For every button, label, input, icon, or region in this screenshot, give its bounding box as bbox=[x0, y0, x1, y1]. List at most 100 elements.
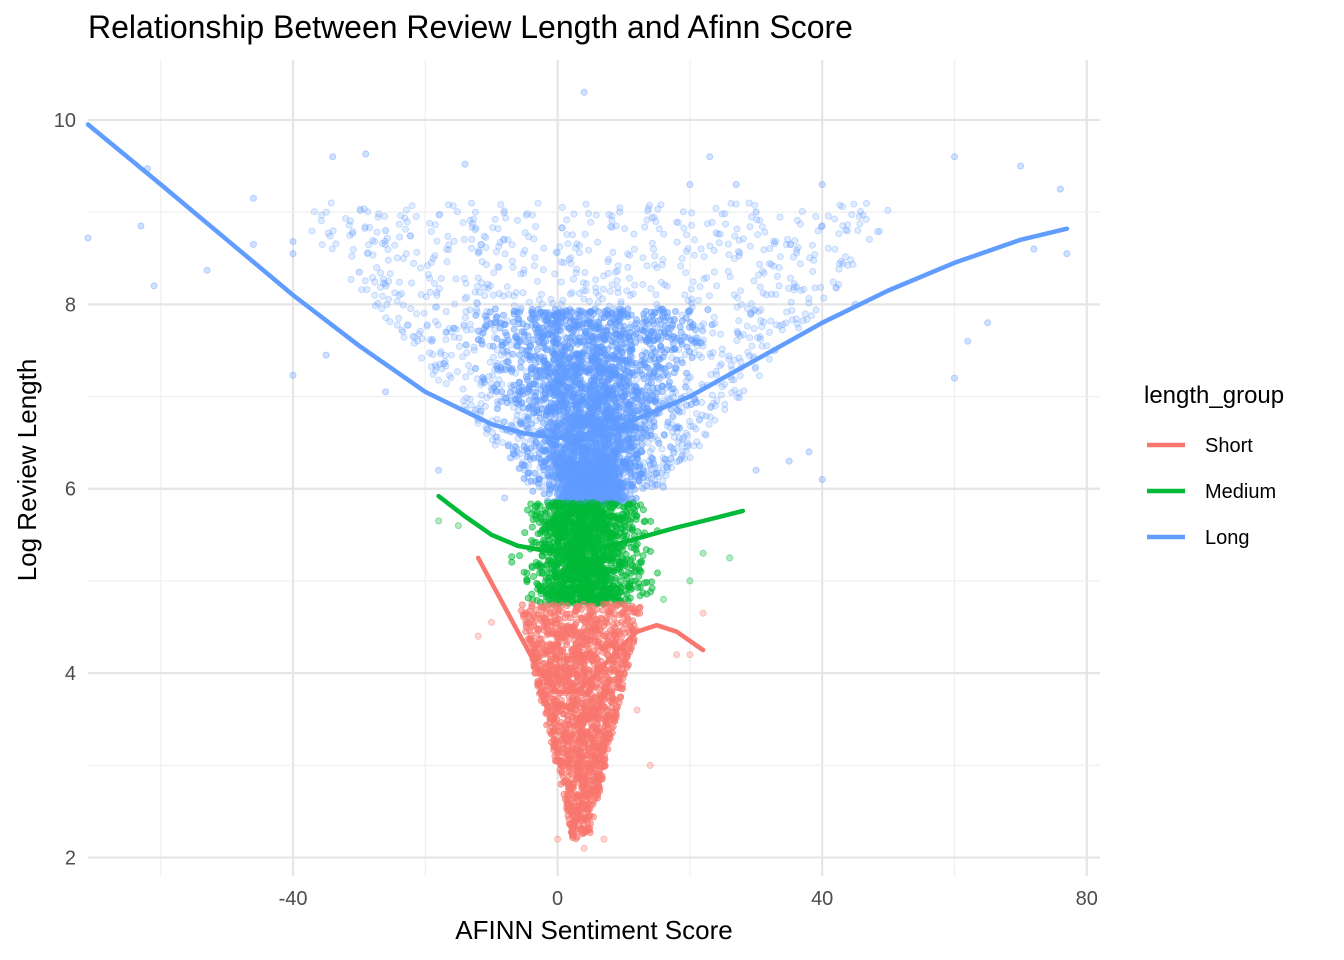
point-long bbox=[630, 230, 638, 238]
point-long bbox=[765, 355, 773, 363]
point-long bbox=[788, 306, 796, 314]
point-long bbox=[531, 254, 539, 262]
point-long bbox=[754, 334, 762, 342]
point-long bbox=[463, 349, 471, 357]
point-long bbox=[673, 238, 681, 246]
point-long bbox=[697, 339, 705, 347]
point-long bbox=[445, 324, 453, 332]
point-long bbox=[616, 204, 624, 212]
point-long bbox=[426, 288, 434, 296]
point-long bbox=[625, 274, 633, 282]
point-long bbox=[736, 249, 744, 257]
point-long bbox=[643, 477, 651, 485]
point-long bbox=[577, 337, 585, 345]
point-long bbox=[540, 401, 548, 409]
point-long bbox=[493, 313, 501, 321]
point-long bbox=[543, 412, 551, 420]
point-long bbox=[563, 454, 571, 462]
point-long bbox=[361, 277, 369, 285]
point-long bbox=[599, 451, 607, 459]
point-long bbox=[327, 199, 335, 207]
point-long bbox=[308, 227, 316, 235]
point-long bbox=[602, 415, 610, 423]
point-long bbox=[442, 308, 450, 316]
point-long bbox=[493, 415, 501, 423]
point-long bbox=[395, 314, 403, 322]
point-long bbox=[704, 306, 712, 314]
point-long bbox=[712, 229, 720, 237]
point-long bbox=[573, 401, 581, 409]
point-long bbox=[360, 205, 368, 213]
point-long bbox=[608, 492, 616, 500]
point-long bbox=[557, 470, 565, 478]
point-long bbox=[434, 376, 442, 384]
point-long bbox=[495, 263, 503, 271]
point-medium bbox=[516, 552, 524, 560]
point-long bbox=[574, 420, 582, 428]
point-long bbox=[426, 274, 434, 282]
point-long bbox=[393, 321, 401, 329]
point-medium bbox=[639, 506, 647, 514]
point-long bbox=[626, 251, 634, 259]
point-medium bbox=[508, 558, 516, 566]
point-long bbox=[663, 282, 671, 290]
point-long bbox=[636, 361, 644, 369]
point-long bbox=[614, 262, 622, 270]
point-long bbox=[519, 250, 527, 258]
point-long bbox=[568, 393, 576, 401]
point-long bbox=[612, 465, 620, 473]
point-long bbox=[384, 246, 392, 254]
point-long bbox=[517, 304, 525, 312]
point-long bbox=[721, 405, 729, 413]
point-long bbox=[658, 445, 666, 453]
point-long bbox=[612, 373, 620, 381]
point-long bbox=[582, 473, 590, 481]
point-long bbox=[534, 277, 542, 285]
point-long bbox=[718, 345, 726, 353]
point-long bbox=[413, 248, 421, 256]
point-long bbox=[612, 309, 620, 317]
point-long bbox=[605, 255, 613, 263]
point-long bbox=[508, 241, 516, 249]
point-long bbox=[761, 228, 769, 236]
point-long bbox=[614, 284, 622, 292]
point-long bbox=[647, 396, 655, 404]
point-long bbox=[557, 485, 565, 493]
point-long bbox=[581, 269, 589, 277]
point-long bbox=[693, 409, 701, 417]
point-long bbox=[652, 217, 660, 225]
point-long bbox=[547, 295, 555, 303]
point-long bbox=[549, 349, 557, 357]
point-long bbox=[494, 359, 502, 367]
point-long bbox=[490, 333, 498, 341]
point-long bbox=[532, 416, 540, 424]
point-long bbox=[660, 308, 668, 316]
point-long bbox=[759, 289, 767, 297]
point-long bbox=[594, 465, 602, 473]
point-long bbox=[444, 201, 452, 209]
point-long bbox=[317, 217, 325, 225]
point-long bbox=[562, 359, 570, 367]
point-long bbox=[660, 430, 668, 438]
point-long bbox=[624, 311, 632, 319]
point-medium bbox=[530, 573, 538, 581]
point-long bbox=[686, 454, 694, 462]
point-long bbox=[619, 353, 627, 361]
point-medium bbox=[639, 552, 647, 560]
point-long bbox=[698, 411, 706, 419]
point-long bbox=[629, 402, 637, 410]
point-long bbox=[530, 262, 538, 270]
point-long bbox=[633, 316, 641, 324]
point-long bbox=[766, 244, 774, 252]
point-long bbox=[381, 212, 389, 220]
point-long bbox=[654, 388, 662, 396]
point-long bbox=[564, 324, 572, 332]
point-long bbox=[810, 256, 818, 264]
point-long bbox=[658, 469, 666, 477]
point-long bbox=[598, 444, 606, 452]
point-long bbox=[504, 351, 512, 359]
point-long bbox=[619, 458, 627, 466]
point-long bbox=[730, 376, 738, 384]
point-long bbox=[410, 259, 418, 267]
